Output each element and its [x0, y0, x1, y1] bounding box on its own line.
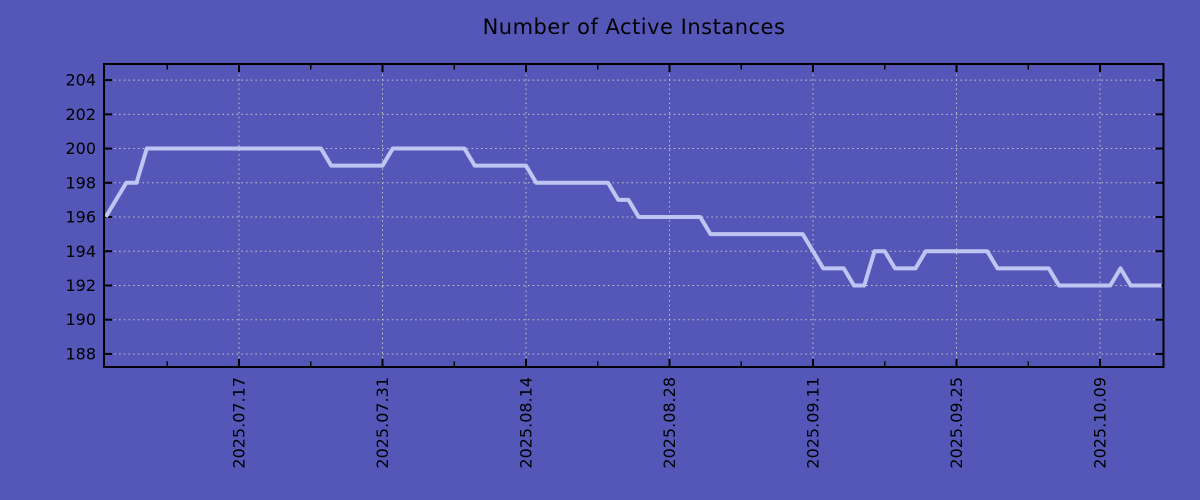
y-tick-label: 190 [65, 310, 96, 329]
x-tick-label: 2025.09.11 [804, 377, 823, 469]
series-line-active-instances [104, 146, 1162, 288]
x-tick-label: 2025.10.09 [1091, 377, 1110, 469]
y-tick-label: 196 [65, 208, 96, 227]
y-tick-label: 188 [65, 344, 96, 363]
x-tick-label: 2025.07.17 [230, 377, 249, 469]
x-tick-label: 2025.08.14 [517, 377, 536, 469]
plot-frame [103, 63, 1165, 368]
y-tick-label: 192 [65, 276, 96, 295]
y-tick-label: 202 [65, 105, 96, 124]
chart-title: Number of Active Instances [482, 15, 786, 39]
y-tick-label: 204 [65, 71, 96, 90]
y-tick-label: 194 [65, 242, 96, 261]
y-tick-label: 200 [65, 139, 96, 158]
x-tick-label: 2025.09.25 [947, 377, 966, 469]
y-tick-label: 198 [65, 173, 96, 192]
x-tick-label: 2025.08.28 [660, 377, 679, 469]
x-tick-label: 2025.07.31 [373, 377, 392, 469]
